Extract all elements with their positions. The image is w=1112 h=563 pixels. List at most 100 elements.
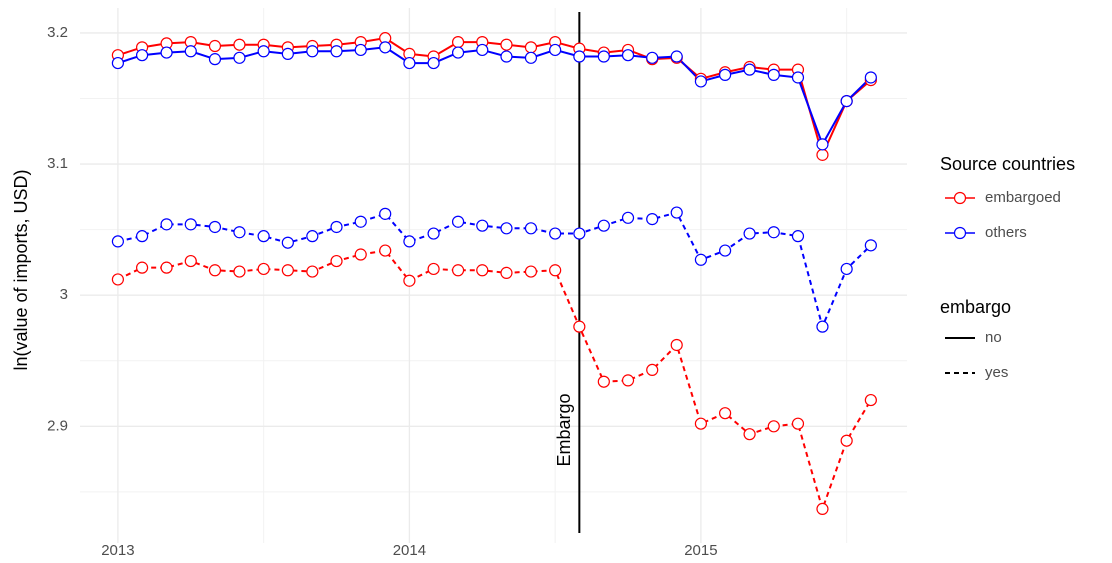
point: [500, 266, 513, 279]
point: [403, 56, 416, 70]
point: [354, 215, 367, 228]
point: [208, 39, 222, 53]
point: [184, 218, 197, 231]
legend-label: others: [985, 224, 1027, 241]
point: [767, 420, 780, 433]
point: [233, 38, 246, 51]
point: [233, 51, 246, 64]
point: [427, 262, 440, 276]
x-tick-label: 2013: [101, 542, 134, 559]
point: [451, 215, 465, 228]
point: [330, 45, 343, 58]
point: [621, 49, 635, 62]
point: [694, 75, 708, 88]
series-line: [117, 249, 872, 513]
point: [791, 71, 805, 84]
legend-label: yes: [985, 364, 1008, 381]
point: [135, 49, 149, 62]
series-line: [117, 46, 872, 147]
point: [281, 264, 294, 277]
point: [670, 50, 683, 63]
point: [427, 227, 440, 240]
point: [500, 222, 513, 235]
point: [767, 226, 780, 239]
y-tick-label: 3: [60, 286, 68, 303]
legend-label: no: [985, 329, 1002, 346]
point: [524, 41, 538, 54]
legend-label: embargoed: [985, 189, 1061, 206]
point: [476, 219, 489, 232]
point: [791, 417, 805, 430]
point: [379, 41, 392, 54]
point: [500, 50, 513, 63]
point: [816, 502, 829, 516]
point: [549, 43, 562, 57]
point: [476, 43, 489, 57]
point: [233, 226, 246, 239]
point: [111, 273, 124, 286]
point: [646, 51, 659, 64]
point: [524, 51, 538, 64]
point: [306, 230, 319, 243]
point: [670, 206, 683, 219]
point: [646, 363, 659, 377]
y-tick-label: 3.1: [47, 155, 68, 172]
y-tick-label: 2.9: [47, 417, 68, 434]
point: [597, 375, 610, 388]
point: [694, 417, 708, 430]
point: [208, 53, 222, 66]
point: [549, 227, 562, 240]
point: [451, 264, 465, 277]
point: [621, 211, 635, 224]
point: [840, 262, 853, 276]
point: [840, 434, 853, 447]
point: [840, 95, 853, 108]
point: [524, 222, 538, 235]
x-tick-label: 2015: [684, 542, 717, 559]
point: [208, 264, 222, 277]
y-axis-label: ln(value of imports, USD): [11, 169, 31, 370]
x-tick-label: 2014: [393, 542, 426, 559]
point: [281, 236, 294, 249]
point: [816, 148, 829, 161]
point: [864, 393, 877, 407]
point: [111, 235, 124, 248]
point: [573, 320, 586, 333]
point: [403, 274, 416, 287]
point: [451, 46, 465, 59]
legend-title: Source countries: [940, 154, 1075, 174]
point: [257, 45, 270, 58]
point: [184, 45, 197, 58]
legend-swatch: [953, 191, 967, 205]
point: [135, 261, 149, 274]
point: [719, 68, 732, 81]
point: [135, 230, 149, 243]
point: [281, 47, 294, 60]
point: [354, 43, 367, 57]
point: [694, 253, 708, 266]
point: [791, 230, 805, 243]
point: [208, 220, 222, 234]
point: [330, 220, 343, 234]
point: [233, 265, 246, 278]
point: [621, 374, 635, 387]
point: [719, 407, 732, 420]
point: [864, 239, 877, 252]
point: [379, 207, 392, 220]
point: [719, 244, 732, 257]
point: [306, 265, 319, 278]
legend-swatch: [953, 226, 967, 240]
point: [306, 45, 319, 58]
y-tick-label: 3.2: [47, 24, 68, 41]
point: [184, 254, 197, 268]
legend-title: embargo: [940, 297, 1011, 317]
point: [597, 50, 610, 63]
point: [646, 213, 659, 226]
point: [524, 265, 538, 278]
point: [160, 261, 173, 274]
point: [330, 254, 343, 268]
point: [743, 428, 756, 441]
point: [379, 244, 392, 257]
point: [160, 46, 173, 59]
point: [743, 63, 756, 76]
